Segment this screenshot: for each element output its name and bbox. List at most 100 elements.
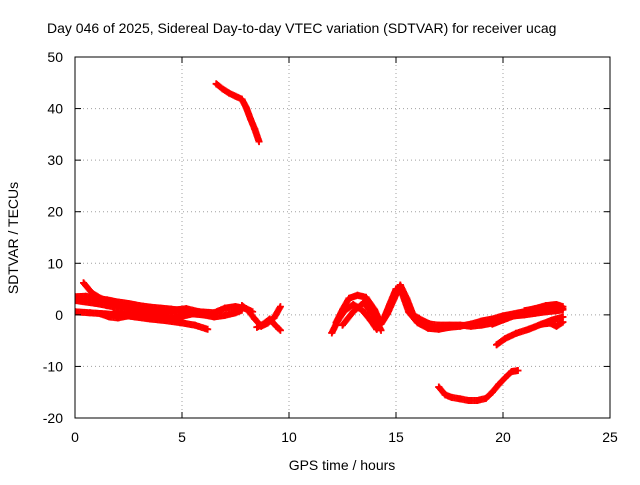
y-tick-label: 40 xyxy=(47,101,63,117)
data-point xyxy=(525,325,533,333)
data-point xyxy=(488,320,496,328)
data-point xyxy=(418,316,426,324)
data-point xyxy=(178,308,186,316)
data-point xyxy=(135,313,143,321)
data-point xyxy=(204,325,212,333)
data-point xyxy=(488,388,496,396)
y-tick-label: 0 xyxy=(55,307,63,323)
series-arc-f xyxy=(110,308,192,321)
y-axis-label: SDTVAR / TECUs xyxy=(5,182,21,294)
data-point xyxy=(238,302,246,310)
data-point xyxy=(538,320,546,328)
grid xyxy=(75,57,610,418)
data-point xyxy=(146,312,154,320)
x-axis-label: GPS time / hours xyxy=(289,457,396,473)
data-point xyxy=(232,92,239,100)
data-point xyxy=(362,293,370,301)
data-point xyxy=(360,298,368,306)
data-point xyxy=(353,291,361,299)
data-point xyxy=(118,302,126,310)
data-point xyxy=(426,320,434,328)
series-arc-h xyxy=(253,315,284,334)
data-point xyxy=(127,312,135,320)
y-tick-label: -10 xyxy=(43,358,63,374)
data-point xyxy=(546,319,554,327)
data-point xyxy=(251,315,259,323)
data-point xyxy=(339,321,346,329)
data-point xyxy=(559,318,567,326)
data-point xyxy=(403,294,411,302)
series-arc-p xyxy=(538,318,567,330)
data-point xyxy=(349,301,357,309)
x-tick-label: 25 xyxy=(602,429,618,445)
data-point xyxy=(232,309,239,317)
y-tick-label: 10 xyxy=(47,255,63,271)
data-point xyxy=(92,300,100,308)
data-point xyxy=(232,303,239,311)
data-point xyxy=(118,310,126,318)
data-point xyxy=(167,309,175,317)
data-point xyxy=(75,308,79,316)
x-tick-label: 0 xyxy=(71,429,79,445)
data-point xyxy=(184,309,192,317)
data-point xyxy=(328,329,336,337)
data-point xyxy=(531,305,539,313)
x-tick-label: 15 xyxy=(388,429,404,445)
data-point xyxy=(110,309,118,317)
series-arc-q xyxy=(435,367,522,404)
series-arc-i xyxy=(212,80,263,146)
data-point xyxy=(219,85,227,93)
data-point xyxy=(210,313,218,321)
y-tick-label: -20 xyxy=(43,410,63,426)
data-point xyxy=(246,115,254,123)
data-point xyxy=(465,396,473,404)
data-point xyxy=(238,95,246,103)
data-point xyxy=(473,396,481,404)
data-point xyxy=(495,380,503,388)
y-tick-label: 30 xyxy=(47,152,63,168)
data-point xyxy=(221,304,229,312)
data-point xyxy=(553,301,560,309)
data-point xyxy=(559,303,567,311)
data-point xyxy=(448,393,456,401)
data-point xyxy=(409,311,417,319)
data-point xyxy=(272,322,280,330)
data-point xyxy=(332,319,340,327)
data-point xyxy=(441,391,449,399)
data-point xyxy=(435,383,443,391)
data-point xyxy=(339,306,346,314)
data-point xyxy=(478,321,486,329)
y-tick-label: 20 xyxy=(47,204,63,220)
series-arc-n xyxy=(520,301,567,315)
data-point xyxy=(377,326,385,334)
data-point xyxy=(482,394,490,402)
x-tick-label: 5 xyxy=(178,429,186,445)
data-point xyxy=(520,307,528,315)
data-point xyxy=(553,322,560,330)
data-point xyxy=(456,395,464,403)
data-point xyxy=(221,311,229,319)
data-point xyxy=(456,321,464,329)
data-point xyxy=(446,321,453,329)
data-point xyxy=(107,298,115,306)
data-point xyxy=(199,311,207,319)
data-point xyxy=(75,296,79,304)
data-point xyxy=(371,313,379,321)
data-point xyxy=(396,281,404,289)
data-point xyxy=(276,326,284,334)
y-tick-label: 50 xyxy=(47,49,63,65)
x-tick-label: 20 xyxy=(495,429,511,445)
plot-frame xyxy=(74,56,611,419)
data-point xyxy=(97,294,105,302)
data-point xyxy=(501,335,509,343)
data-point xyxy=(244,307,252,315)
data-point xyxy=(259,320,267,328)
data-point xyxy=(349,308,357,316)
data-point xyxy=(157,310,165,318)
data-point xyxy=(499,316,507,324)
data-point xyxy=(167,315,175,323)
data-point xyxy=(80,279,88,287)
data-point xyxy=(514,367,522,375)
